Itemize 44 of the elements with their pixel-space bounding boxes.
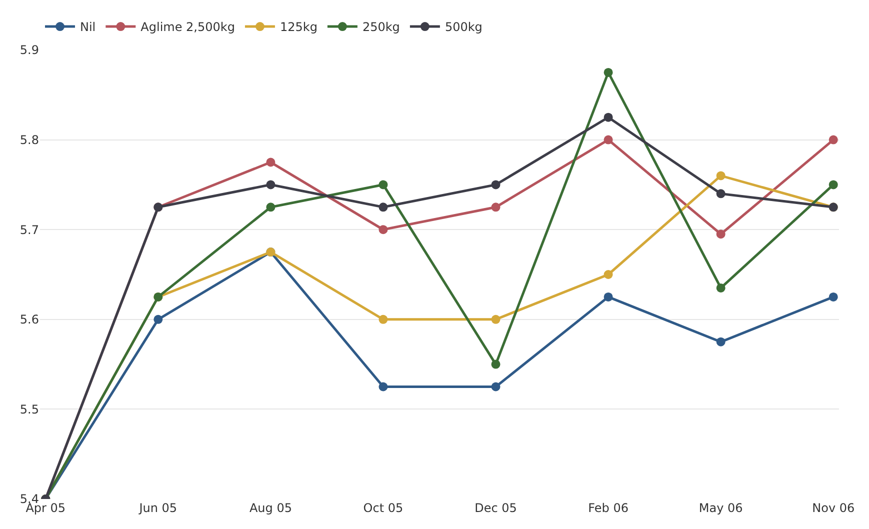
- point: [716, 230, 726, 239]
- point: [716, 171, 726, 180]
- x-tick-label: May 06: [698, 501, 743, 515]
- legend-label: 250kg: [362, 20, 400, 34]
- legend-label: Aglime 2,500kg: [140, 20, 235, 34]
- y-tick-label: 5.8: [20, 133, 39, 147]
- point: [604, 292, 613, 302]
- point: [491, 202, 500, 212]
- point: [716, 283, 726, 292]
- point: [378, 202, 388, 212]
- x-tick-label: Dec 05: [474, 501, 517, 515]
- point: [266, 202, 276, 212]
- x-tick-label: Oct 05: [363, 501, 404, 515]
- point: [604, 270, 613, 279]
- point: [828, 135, 838, 144]
- point: [828, 292, 838, 302]
- point: [266, 158, 276, 167]
- y-tick-label: 5.6: [20, 312, 39, 327]
- point: [604, 68, 613, 77]
- point: [378, 225, 388, 234]
- x-tick-label: Jun 05: [138, 501, 178, 515]
- point: [491, 314, 500, 324]
- point: [716, 189, 726, 198]
- point: [491, 180, 500, 190]
- point: [716, 337, 726, 346]
- x-tick-label: Aug 05: [249, 501, 292, 515]
- point: [378, 180, 388, 190]
- legend-label: 125kg: [280, 20, 318, 34]
- point: [828, 180, 838, 190]
- legend-label: 500kg: [444, 20, 482, 34]
- legend-label: Nil: [80, 20, 96, 34]
- point: [491, 382, 500, 392]
- y-tick-label: 5.5: [20, 402, 39, 416]
- point: [154, 314, 163, 324]
- x-tick-label: Nov 06: [812, 501, 855, 515]
- point: [491, 360, 500, 369]
- point: [378, 382, 388, 392]
- y-tick-label: 5.7: [20, 222, 39, 237]
- point: [378, 314, 388, 324]
- point: [604, 112, 613, 122]
- x-tick-label: Feb 06: [588, 501, 628, 515]
- point: [266, 180, 276, 190]
- point: [604, 135, 613, 144]
- y-tick-label: 5.9: [20, 43, 39, 58]
